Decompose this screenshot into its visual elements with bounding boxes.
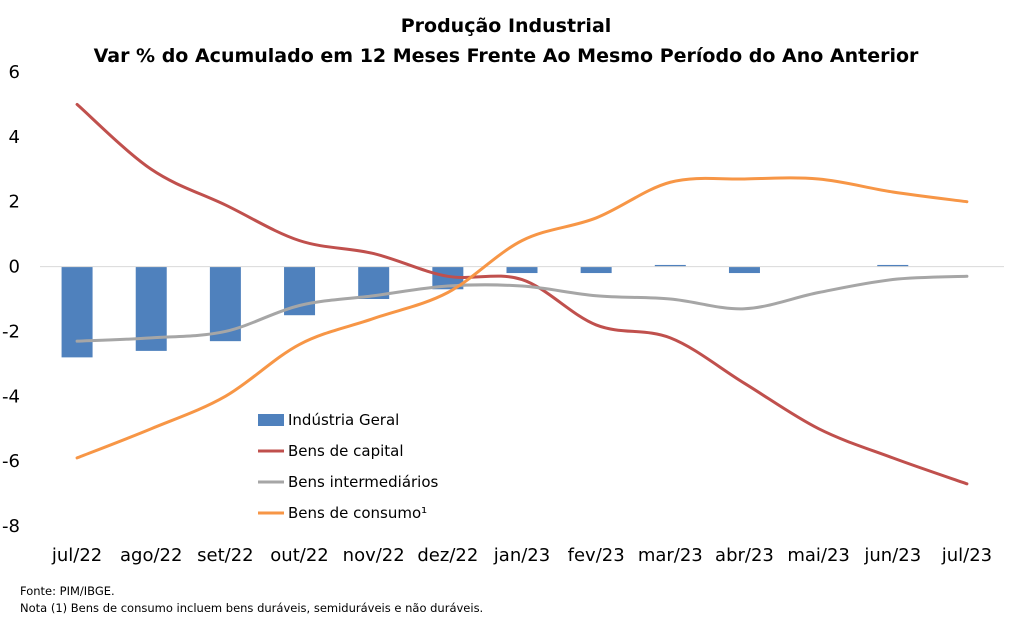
x-tick-label: mai/23 — [787, 545, 850, 566]
x-tick-label: jan/23 — [493, 545, 550, 566]
x-tick-label: out/22 — [270, 545, 328, 566]
legend-label: Bens intermediários — [288, 473, 439, 491]
source-note: Fonte: PIM/IBGE. — [20, 584, 115, 598]
legend-label: Bens de capital — [288, 442, 404, 460]
x-tick-label: set/22 — [197, 545, 253, 566]
series-line-bens-intermediarios — [75, 274, 969, 343]
series-line-bens-de-consumo — [75, 176, 969, 460]
bar — [654, 264, 686, 267]
bar — [580, 266, 612, 274]
bar — [877, 264, 909, 267]
legend-label: Bens de consumo¹ — [288, 504, 427, 522]
x-tick-label: jul/22 — [51, 545, 102, 566]
y-tick-label: 4 — [9, 127, 20, 148]
x-tick-label: fev/23 — [568, 545, 625, 566]
y-tick-label: 0 — [9, 257, 20, 278]
footnote: Nota (1) Bens de consumo incluem bens du… — [20, 601, 484, 615]
legend-swatch — [258, 414, 284, 426]
x-axis: jul/22 ago/22 set/22 out/22 nov/22 dez/22 jan/… — [51, 545, 992, 566]
series-line-bens-de-capital — [75, 102, 969, 486]
y-tick-label: 6 — [9, 62, 20, 83]
x-tick-label: nov/22 — [343, 545, 405, 566]
y-axis: -8 -6 -4 -2 0 2 4 6 — [2, 62, 20, 537]
line-series — [75, 102, 969, 486]
legend: Indústria Geral Bens de capital Bens inter… — [258, 411, 439, 522]
x-tick-label: jun/23 — [863, 545, 921, 566]
x-tick-label: abr/23 — [715, 545, 774, 566]
bar — [432, 266, 464, 290]
y-tick-label: -6 — [2, 451, 20, 472]
chart-title: Produção Industrial — [401, 15, 612, 37]
bar — [506, 266, 538, 274]
y-tick-label: -2 — [2, 321, 20, 342]
y-tick-label: -4 — [2, 386, 20, 407]
bar — [61, 266, 93, 358]
bar — [728, 266, 760, 274]
chart-subtitle: Var % do Acumulado em 12 Meses Frente Ao… — [94, 45, 919, 67]
y-tick-label: -8 — [2, 516, 20, 537]
x-tick-label: dez/22 — [417, 545, 478, 566]
x-tick-label: jul/23 — [941, 545, 992, 566]
x-tick-label: ago/22 — [120, 545, 182, 566]
legend-label: Indústria Geral — [288, 411, 399, 429]
y-tick-label: 2 — [9, 192, 20, 213]
x-tick-label: mar/23 — [638, 545, 703, 566]
bars-industria-geral — [61, 264, 909, 358]
